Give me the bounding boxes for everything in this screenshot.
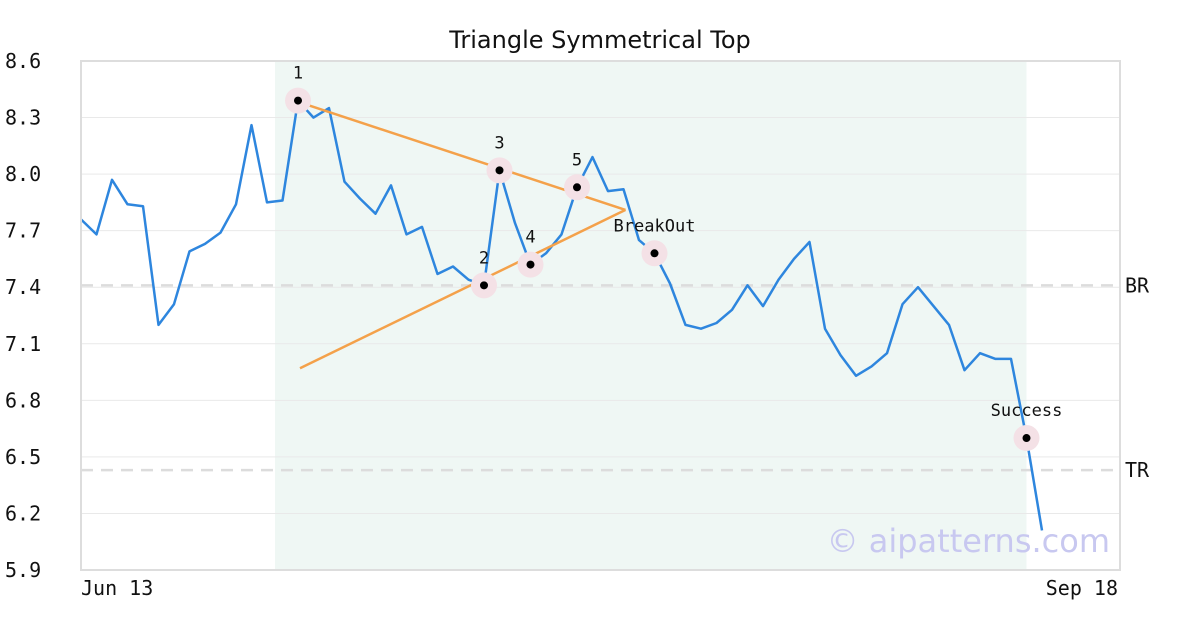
pattern-region [275, 61, 1027, 570]
y-tick-label: 8.0 [5, 162, 41, 186]
annotation-label: 3 [494, 133, 504, 153]
reference-line-label: BR [1125, 273, 1150, 297]
y-tick-label: 7.7 [5, 219, 41, 243]
annotation-label: 4 [525, 228, 535, 248]
watermark: © aipatterns.com [827, 522, 1110, 560]
annotation-label: 5 [572, 150, 582, 170]
y-tick-label: 5.9 [5, 558, 41, 582]
y-tick-label: 6.2 [5, 501, 41, 525]
y-tick-label: 7.1 [5, 332, 41, 356]
y-tick-label: 8.6 [5, 49, 41, 73]
annotation-point [480, 281, 488, 290]
y-tick-label: 8.3 [5, 106, 41, 130]
annotation-point [573, 183, 581, 192]
y-tick-label: 6.5 [5, 445, 41, 469]
annotation-point [294, 96, 302, 105]
y-tick-label: 6.8 [5, 388, 41, 412]
x-tick-label: Sep 18 [1046, 576, 1118, 600]
annotation-point [495, 166, 504, 175]
series-line [80, 99, 1044, 531]
x-tick-label: Jun 13 [81, 576, 153, 600]
annotation-label: 1 [293, 64, 303, 84]
chart-title: Triangle Symmetrical Top [448, 26, 751, 54]
plot-frame [80, 60, 1121, 571]
trend-line [299, 208, 627, 370]
annotation-label: 2 [479, 248, 489, 268]
annotation-label: BreakOut [614, 216, 696, 236]
annotation-label: Success [991, 401, 1063, 421]
annotation-point [1022, 434, 1031, 443]
y-tick-label: 7.4 [5, 275, 41, 299]
annotation-point [650, 249, 659, 258]
reference-line-label: TR [1125, 458, 1150, 482]
annotation-point [526, 260, 535, 269]
